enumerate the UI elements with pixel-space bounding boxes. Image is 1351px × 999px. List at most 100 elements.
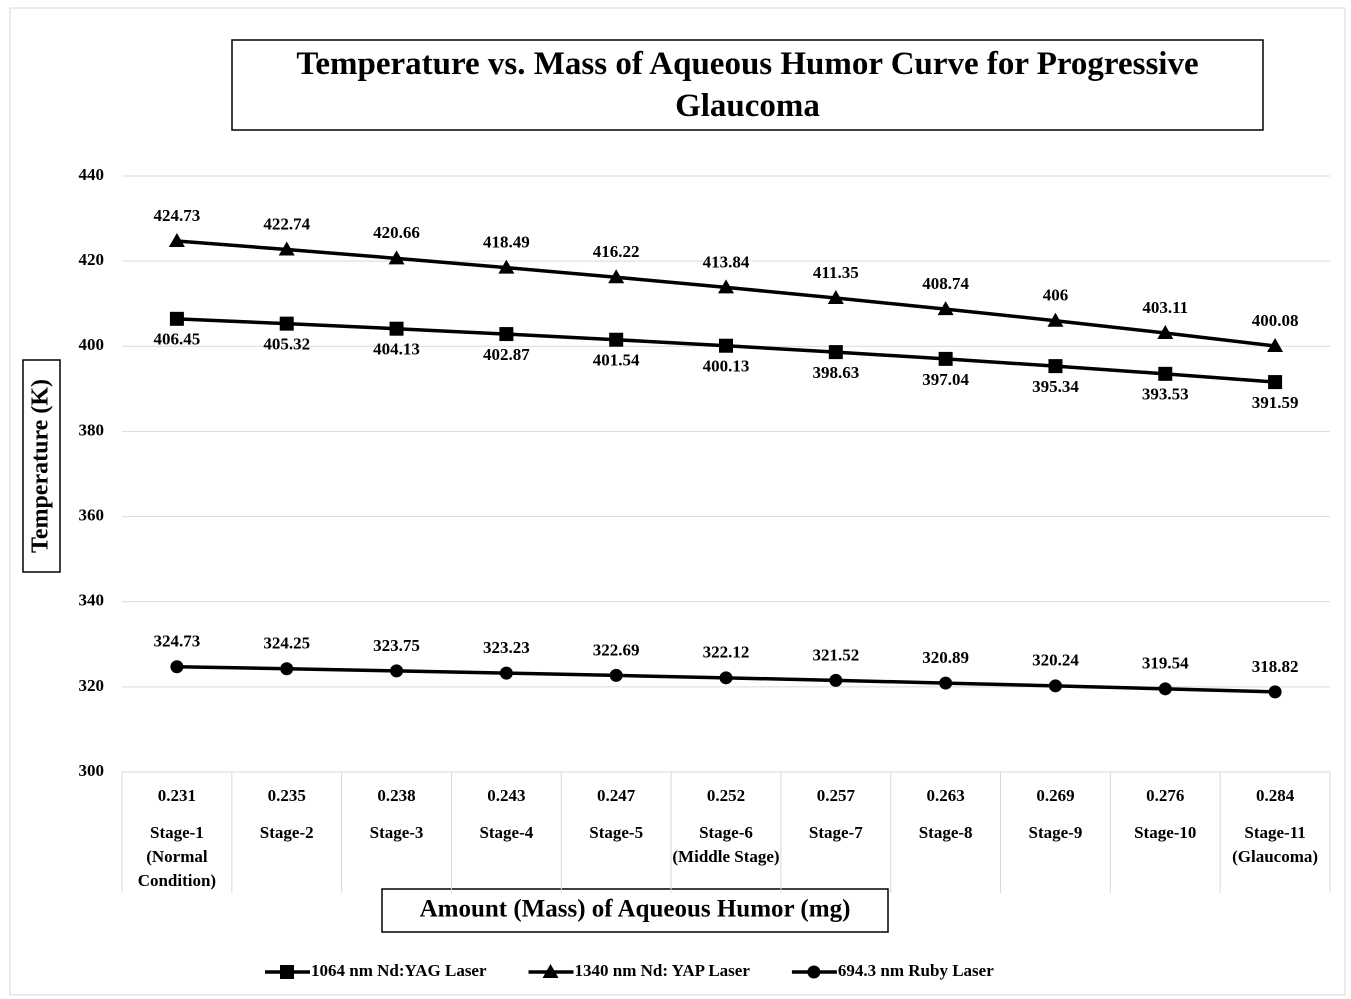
marker — [499, 666, 513, 680]
data-label: 320.24 — [1032, 651, 1079, 670]
category-group-wrap: Stage-6 (Middle Stage) — [672, 823, 779, 866]
marker — [168, 233, 185, 248]
marker — [169, 311, 184, 326]
category-group-label: Stage-7 — [808, 823, 863, 842]
marker — [829, 673, 843, 687]
x-tick-label: 0.269 — [1036, 786, 1074, 805]
marker — [937, 301, 954, 316]
data-label: 318.82 — [1252, 657, 1299, 676]
y-tick-label: 440 — [79, 165, 105, 184]
chart-border — [9, 7, 1346, 996]
data-label: 398.63 — [812, 363, 859, 382]
marker — [279, 316, 294, 331]
marker — [278, 241, 295, 256]
y-tick-label: 420 — [79, 250, 105, 269]
marker — [170, 660, 184, 674]
y-tick-label: 360 — [79, 505, 105, 524]
y-tick-label: 400 — [79, 335, 105, 354]
category-group-wrap: Stage-9 — [1028, 823, 1083, 842]
marker — [609, 332, 624, 347]
x-tick-label: 0.247 — [597, 786, 636, 805]
category-group-label: Stage-9 — [1028, 823, 1083, 842]
data-label: 422.74 — [263, 214, 310, 233]
category-group-label: Stage-4 — [479, 823, 534, 842]
marker — [1268, 375, 1283, 390]
data-label: 393.53 — [1142, 385, 1189, 404]
marker — [280, 662, 294, 676]
marker — [827, 289, 844, 304]
marker — [499, 327, 514, 342]
marker — [1158, 682, 1172, 696]
data-label: 401.54 — [593, 351, 640, 370]
data-label: 322.69 — [593, 640, 640, 659]
data-label: 322.12 — [703, 643, 750, 662]
marker — [609, 668, 623, 682]
category-group-wrap: Stage-5 — [589, 823, 644, 842]
category-group-wrap: Stage-11 (Glaucoma) — [1232, 823, 1319, 866]
marker — [388, 250, 405, 265]
x-label-box — [381, 888, 889, 933]
data-label: 400.08 — [1252, 311, 1299, 330]
x-tick-label: 0.231 — [158, 786, 196, 805]
category-group-wrap: Stage-4 — [479, 823, 534, 842]
marker — [389, 321, 404, 336]
x-tick-label: 0.263 — [927, 786, 965, 805]
y-tick-label: 320 — [79, 676, 105, 695]
title-wrap: Temperature vs. Mass of Aqueous Humor Cu… — [296, 46, 1199, 124]
y-tick-label: 300 — [79, 761, 105, 780]
data-label: 320.89 — [922, 648, 969, 667]
chart-title: Temperature vs. Mass of Aqueous Humor Cu… — [296, 46, 1199, 124]
marker — [719, 338, 733, 353]
category-group-label: Stage-5 — [589, 823, 644, 842]
category-group-label: Stage-10 — [1134, 823, 1197, 842]
category-group-wrap: Stage-7 — [808, 823, 863, 842]
category-group-wrap: Stage-2 — [260, 823, 314, 842]
marker — [1268, 685, 1282, 699]
legend-marker — [542, 964, 559, 978]
data-label: 413.84 — [703, 252, 750, 271]
y-tick-label: 380 — [79, 420, 105, 439]
data-label: 391.59 — [1252, 393, 1299, 412]
data-label: 395.34 — [1032, 377, 1079, 396]
data-label: 424.73 — [154, 206, 201, 225]
x-tick-label: 0.238 — [377, 786, 415, 805]
category-group-label: Stage-3 — [369, 823, 424, 842]
data-label: 408.74 — [922, 274, 969, 293]
data-label: 404.13 — [373, 340, 420, 359]
y-tick-label: 340 — [79, 591, 105, 610]
marker — [608, 269, 625, 284]
marker — [498, 259, 515, 274]
marker — [719, 671, 733, 685]
data-label: 323.75 — [373, 636, 420, 655]
data-label: 323.23 — [483, 638, 530, 657]
data-label: 403.11 — [1142, 298, 1188, 317]
legend-label: 1340 nm Nd: YAP Laser — [575, 961, 751, 980]
category-group-wrap: Stage-1 (Normal Condition) — [137, 823, 217, 890]
category-group-label: Stage-11 (Glaucoma) — [1232, 823, 1319, 866]
data-label: 321.52 — [812, 645, 859, 664]
category-group-label: Stage-8 — [918, 823, 973, 842]
x-tick-label: 0.235 — [268, 786, 306, 805]
data-label: 406 — [1043, 286, 1069, 305]
x-tick-label: 0.276 — [1146, 786, 1184, 805]
y-label-box — [22, 359, 61, 573]
marker — [1267, 337, 1284, 352]
data-label: 400.13 — [703, 357, 750, 376]
category-group-label: Stage-1 (Normal Condition) — [137, 823, 217, 890]
x-tick-label: 0.252 — [707, 786, 745, 805]
legend-label: 1064 nm Nd:YAG Laser — [311, 961, 487, 980]
data-label: 416.22 — [593, 242, 640, 261]
data-label: 397.04 — [922, 370, 969, 389]
marker — [1048, 679, 1062, 693]
data-label: 411.35 — [813, 263, 859, 282]
x-tick-label: 0.284 — [1256, 786, 1295, 805]
data-label: 418.49 — [483, 232, 530, 251]
data-label: 324.25 — [263, 634, 310, 653]
marker — [1047, 312, 1064, 327]
y-axis-label: Temperature (K) — [28, 379, 54, 553]
marker — [1048, 359, 1063, 374]
x-tick-label: 0.257 — [817, 786, 856, 805]
marker — [718, 279, 734, 294]
data-label: 420.66 — [373, 223, 420, 242]
